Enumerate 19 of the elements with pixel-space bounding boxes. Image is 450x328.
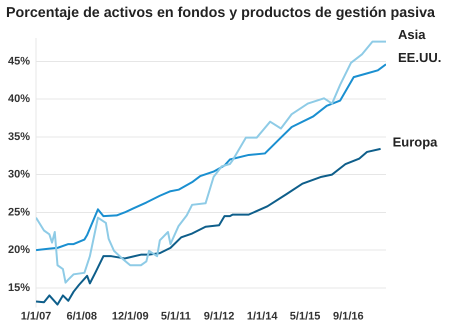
y-tick-label: 30%: [8, 168, 30, 181]
x-tick-label: 1/1/07: [20, 310, 52, 322]
y-tick-label: 40%: [8, 93, 30, 106]
series-label: EE.UU.: [398, 50, 442, 65]
x-tick-label: 1/1/14: [246, 310, 278, 322]
x-tick-label: 5/1/11: [160, 310, 191, 322]
y-tick-label: 25%: [8, 206, 30, 218]
series-label: Europa: [392, 134, 438, 150]
x-tick-label: 9/1/12: [204, 310, 234, 322]
y-tick-label: 15%: [8, 282, 30, 294]
y-tick-label: 45%: [8, 55, 30, 68]
x-tick-label: 9/1/16: [333, 310, 364, 322]
y-tick-label: 20%: [8, 244, 30, 256]
x-tick-label: 12/1/09: [112, 310, 149, 322]
x-tick-label: 5/1/15: [290, 310, 320, 322]
x-tick-label: 6/1/08: [66, 310, 98, 322]
chart-title: Porcentaje de activos en fondos y productos de gestión pasiva: [6, 5, 436, 21]
y-tick-label: 35%: [8, 130, 30, 143]
series-label: Asia: [398, 27, 426, 42]
